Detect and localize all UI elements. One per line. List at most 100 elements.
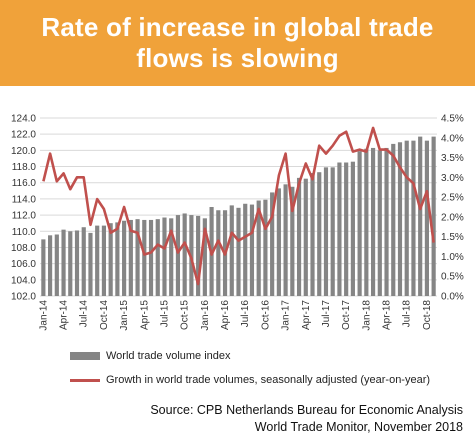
bar (41, 239, 46, 296)
chart-title-line-1: Rate of increase in global trade (41, 12, 434, 42)
bar (229, 205, 234, 296)
legend-item-line: Growth in world trade volumes, seasonall… (70, 374, 430, 386)
x-tick-label: Jan-17 (281, 300, 292, 331)
bar (108, 223, 113, 296)
x-tick-label: Jan-16 (200, 300, 211, 331)
y-right-tick-label: 1.5% (441, 232, 464, 243)
trade-chart: 102.0 104.0 106.0 108.0 110.0 112.0 114.0 116.0… (11, 114, 464, 331)
y-right-tick-label: 4.5% (441, 114, 464, 125)
y-left-tick-label: 110.0 (12, 227, 37, 238)
bar (330, 167, 335, 296)
y-right-tick-label: 0.0% (441, 292, 464, 303)
y-right-tick-label: 0.5% (441, 272, 464, 283)
bar (135, 219, 140, 296)
bar (384, 147, 389, 296)
y-left-tick-label: 118.0 (12, 162, 37, 173)
bar (54, 234, 59, 296)
y-left-tick-label: 122.0 (11, 130, 36, 141)
x-tick-label: Jul-15 (159, 300, 170, 328)
legend-swatch-bars (70, 352, 100, 360)
bar (303, 178, 308, 296)
bar (290, 186, 295, 296)
chart-title-line-2: flows is slowing (136, 43, 339, 73)
bar (357, 151, 362, 296)
bar (162, 217, 167, 296)
bar (155, 219, 160, 296)
growth-line (42, 126, 435, 286)
y-left-tick-label: 112.0 (12, 211, 37, 222)
bar (283, 184, 288, 296)
x-tick-label: Apr-17 (301, 300, 312, 330)
bar (236, 207, 241, 296)
bar (95, 225, 100, 296)
legend-label-bars: World trade volume index (106, 350, 231, 362)
bar (296, 177, 302, 296)
x-tick-label: Jan-14 (38, 300, 49, 331)
y-left-tick-label: 102.0 (11, 292, 36, 303)
bar (397, 142, 403, 296)
y-left-tick-label: 114.0 (12, 194, 37, 205)
bar (61, 229, 66, 296)
bar (418, 136, 423, 296)
bar (169, 218, 174, 296)
bar (101, 225, 107, 296)
bar (391, 143, 396, 296)
y-right-tick-label: 4.0% (441, 133, 464, 144)
bar (142, 219, 147, 296)
bar (68, 231, 73, 296)
legend-item-bars: World trade volume index (70, 350, 231, 362)
x-tick-label: Apr-16 (220, 300, 231, 330)
y-right-tick-label: 3.0% (441, 173, 464, 184)
x-tick-label: Apr-18 (382, 300, 393, 330)
bar (148, 219, 154, 296)
x-tick-label: Oct-15 (180, 300, 191, 330)
y-left-tick-label: 104.0 (11, 275, 36, 286)
bar (270, 192, 275, 296)
y-right-tick-label: 2.5% (441, 193, 464, 204)
x-tick-label: Jul-14 (79, 300, 90, 328)
x-tick-label: Jul-17 (321, 300, 332, 328)
x-tick-label: Oct-17 (341, 300, 352, 330)
y-left-tick-label: 106.0 (11, 259, 36, 270)
legend-label-line: Growth in world trade volumes, seasonall… (106, 374, 431, 386)
bar (350, 161, 355, 296)
bar (81, 227, 86, 296)
bar (404, 140, 409, 296)
source-line-2: World Trade Monitor, November 2018 (254, 420, 463, 434)
bar (344, 162, 349, 296)
x-tick-label: Oct-16 (260, 300, 271, 330)
bar (216, 210, 221, 296)
y-left-tick-label: 120.0 (11, 146, 36, 157)
bar (249, 204, 255, 296)
bar (377, 150, 382, 296)
bar (424, 140, 429, 296)
bar (310, 173, 315, 296)
y-left-tick-label: 116.0 (12, 178, 37, 189)
y-left-tick-label: 108.0 (11, 243, 36, 254)
bar (370, 147, 376, 296)
bar (128, 219, 133, 296)
bar (317, 172, 322, 296)
bar (263, 199, 268, 296)
legend-swatch-line (70, 378, 100, 382)
bar (431, 136, 436, 296)
bar (364, 148, 369, 296)
x-tick-label: Apr-15 (139, 300, 150, 330)
bar (243, 203, 248, 296)
bar (115, 222, 120, 296)
source-line-1: Source: CPB Netherlands Bureau for Econo… (150, 403, 463, 417)
x-tick-label: Oct-18 (422, 300, 433, 330)
x-tick-label: Jul-16 (240, 300, 251, 328)
y-right-tick-label: 3.5% (441, 153, 464, 164)
bar (48, 235, 53, 296)
bar (411, 140, 416, 296)
y-left-tick-label: 124.0 (11, 114, 36, 125)
bar (323, 167, 329, 296)
x-tick-label: Jan-15 (119, 300, 130, 331)
source-note: Source: CPB Netherlands Bureau for Econo… (150, 402, 463, 436)
bar (256, 200, 261, 296)
bar (337, 162, 342, 296)
bar (276, 188, 281, 296)
x-tick-label: Apr-14 (59, 300, 70, 330)
x-tick-label: Jan-18 (361, 300, 372, 331)
